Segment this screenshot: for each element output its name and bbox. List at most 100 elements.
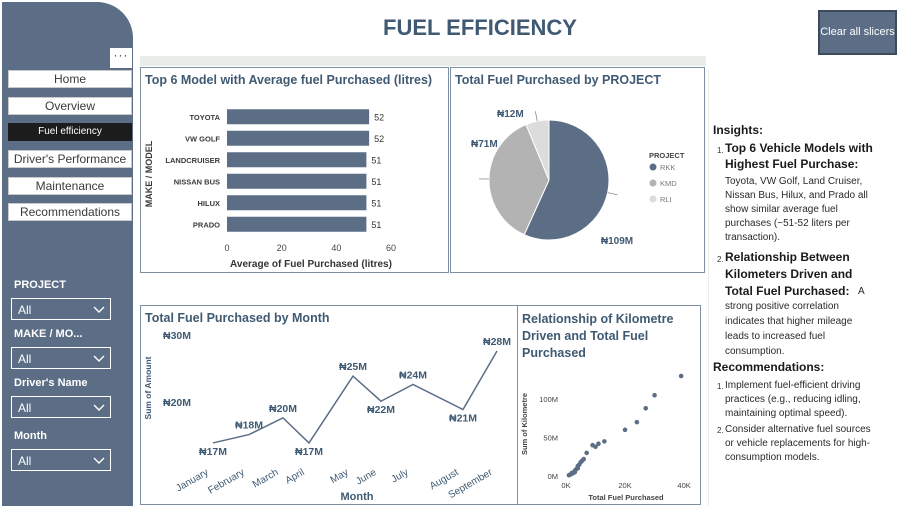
- legend-entry: KMD: [660, 179, 677, 188]
- insight-text-line: transaction).: [725, 232, 781, 243]
- insight-title: Top 6 Vehicle Models with Highest Fuel P…: [725, 141, 873, 171]
- slicer-driver-value: All: [18, 401, 32, 415]
- insight-number: 2.: [717, 255, 724, 264]
- x-tick-label: July: [390, 467, 411, 485]
- model-bar-chart: MAKE / MODEL TOYOTA 52 VW GOLF 52 LANDCRUISER…: [144, 109, 396, 270]
- rec-text-line: or vehicle replacements for high-: [725, 438, 871, 449]
- data-label: 52: [374, 134, 384, 144]
- x-axis-label: Month: [341, 491, 374, 503]
- insight-text-line: purchases (~51-52 liters per: [725, 218, 850, 229]
- legend-marker: [649, 179, 657, 187]
- data-label: ₦25M: [339, 361, 367, 373]
- header-divider-strip: [140, 56, 706, 66]
- x-tick-label: 40: [331, 243, 341, 253]
- slice-label: ₦109M: [601, 236, 633, 247]
- insight-text-line: Nissan Bus, Hilux, and Prado all: [725, 190, 868, 201]
- bar: [227, 152, 367, 168]
- slicer-driver-dropdown[interactable]: All: [11, 396, 111, 418]
- insight-text-line: strong positive correlation: [725, 301, 839, 312]
- category-label: LANDCRUISER: [165, 156, 220, 165]
- nav-drivers-performance-button[interactable]: Driver's Performance: [8, 150, 132, 168]
- nav-overview-button[interactable]: Overview: [8, 97, 132, 115]
- legend-title: PROJECT: [649, 151, 685, 160]
- legend-marker: [649, 195, 657, 203]
- bar: [227, 130, 370, 146]
- slicer-month-dropdown[interactable]: All: [11, 449, 111, 471]
- nav-recommendations-button[interactable]: Recommendations: [8, 203, 132, 221]
- more-options-button[interactable]: ···: [110, 48, 132, 68]
- nav-fuel-efficiency-button[interactable]: Fuel efficiency: [8, 123, 132, 141]
- x-axis-label: Average of Fuel Purchased (litres): [230, 259, 392, 270]
- chevron-down-icon: [93, 457, 105, 464]
- project-pie-chart-panel[interactable]: Total Fuel Purchased by PROJECT ₦109M ₦71…: [450, 67, 705, 273]
- x-tick-label: March: [251, 467, 281, 490]
- data-label: 51: [371, 155, 381, 165]
- month-chart-title: Total Fuel Purchased by Month: [145, 311, 330, 325]
- model-chart-title: Top 6 Model with Average fuel Purchased …: [145, 73, 433, 87]
- y-tick-label: 100M: [539, 395, 558, 404]
- scatter-point: [634, 419, 640, 425]
- x-tick-label: 40K: [677, 481, 690, 490]
- nav-home-button[interactable]: Home: [8, 70, 132, 88]
- insight-title-line: Total Fuel Purchased:: [725, 284, 850, 298]
- leader-line: [534, 111, 538, 122]
- legend-marker: [649, 163, 657, 171]
- scatter-point: [596, 441, 601, 446]
- category-label: VW GOLF: [185, 134, 220, 143]
- data-label: 52: [374, 112, 384, 122]
- rec-text-line: maintaining optimal speed).: [725, 408, 848, 419]
- slicer-make-dropdown[interactable]: All: [11, 347, 111, 369]
- category-label: NISSAN BUS: [174, 177, 220, 186]
- insight-text-line: consumption.: [725, 346, 785, 357]
- page-title: FUEL EFFICIENCY: [383, 15, 577, 40]
- insight-text-line: indicates that higher mileage: [725, 316, 853, 327]
- y-axis-label: Sum of Kilometre: [520, 393, 529, 455]
- nav-maintenance-button[interactable]: Maintenance: [8, 177, 132, 195]
- model-bar-chart-panel[interactable]: Top 6 Model with Average fuel Purchased …: [140, 67, 449, 273]
- insight-text-line: show similar average fuel: [725, 204, 838, 215]
- insight-text-inline: A: [858, 286, 865, 297]
- insights-panel: Insights: 1. Top 6 Vehicle Models with H…: [708, 70, 897, 506]
- x-tick-label: May: [329, 467, 351, 486]
- km-scatter-chart-panel[interactable]: Relationship of Kilometre Driven and Tot…: [517, 305, 701, 505]
- y-tick-label: 50M: [543, 434, 558, 443]
- y-axis-label: MAKE / MODEL: [144, 140, 154, 207]
- insight-text-line: Toyota, VW Golf, Land Cruiser,: [725, 176, 863, 187]
- bar: [227, 195, 367, 211]
- data-label: 51: [371, 220, 381, 230]
- scatter-point: [581, 456, 587, 462]
- chevron-down-icon: [93, 306, 105, 313]
- header-band: [140, 2, 816, 54]
- y-axis-label: Sum of Amount: [143, 356, 153, 419]
- insights-heading: Insights:: [713, 123, 763, 137]
- x-tick-label: February: [206, 467, 246, 497]
- month-line-chart-panel[interactable]: Total Fuel Purchased by Month ₦17M ₦18M ₦2…: [140, 305, 518, 505]
- scatter-point: [593, 444, 598, 450]
- axis-value-label: ₦30M: [163, 330, 191, 342]
- legend-entry: RKK: [660, 163, 675, 172]
- scatter-point: [678, 373, 684, 379]
- slice-label: ₦12M: [497, 109, 524, 120]
- x-tick-label: 20: [277, 243, 287, 253]
- slicer-project-label: PROJECT: [14, 279, 66, 291]
- data-label: ₦22M: [367, 404, 395, 416]
- data-label: 51: [371, 177, 381, 187]
- data-label: ₦21M: [449, 413, 477, 425]
- km-chart-title: Relationship of Kilometre Driven and Tot…: [522, 312, 674, 360]
- slice-label: ₦71M: [471, 139, 498, 150]
- scatter-point: [569, 470, 575, 476]
- bar: [227, 109, 370, 125]
- scatter-point: [643, 406, 649, 411]
- x-tick-label: 0K: [561, 481, 570, 490]
- project-pie-chart: ₦109M ₦71M ₦12M PROJECT RKK KMD RLI: [471, 109, 685, 247]
- month-line-chart: ₦17M ₦18M ₦20M ₦17M ₦25M ₦22M ₦24M ₦21M ₦28M ₦30M…: [143, 330, 511, 503]
- insight-title-line: Kilometers Driven and: [725, 267, 853, 281]
- rec-text-line: consumption models.: [725, 452, 820, 463]
- slicer-project-dropdown[interactable]: All: [11, 298, 111, 320]
- chevron-down-icon: [93, 404, 105, 411]
- rec-text-line: practices (e.g., reducing idling,: [725, 394, 861, 405]
- clear-all-slicers-button[interactable]: Clear all slicers: [818, 10, 897, 55]
- series-line: [212, 350, 498, 445]
- rec-text-line: Implement fuel-efficient driving: [725, 380, 861, 391]
